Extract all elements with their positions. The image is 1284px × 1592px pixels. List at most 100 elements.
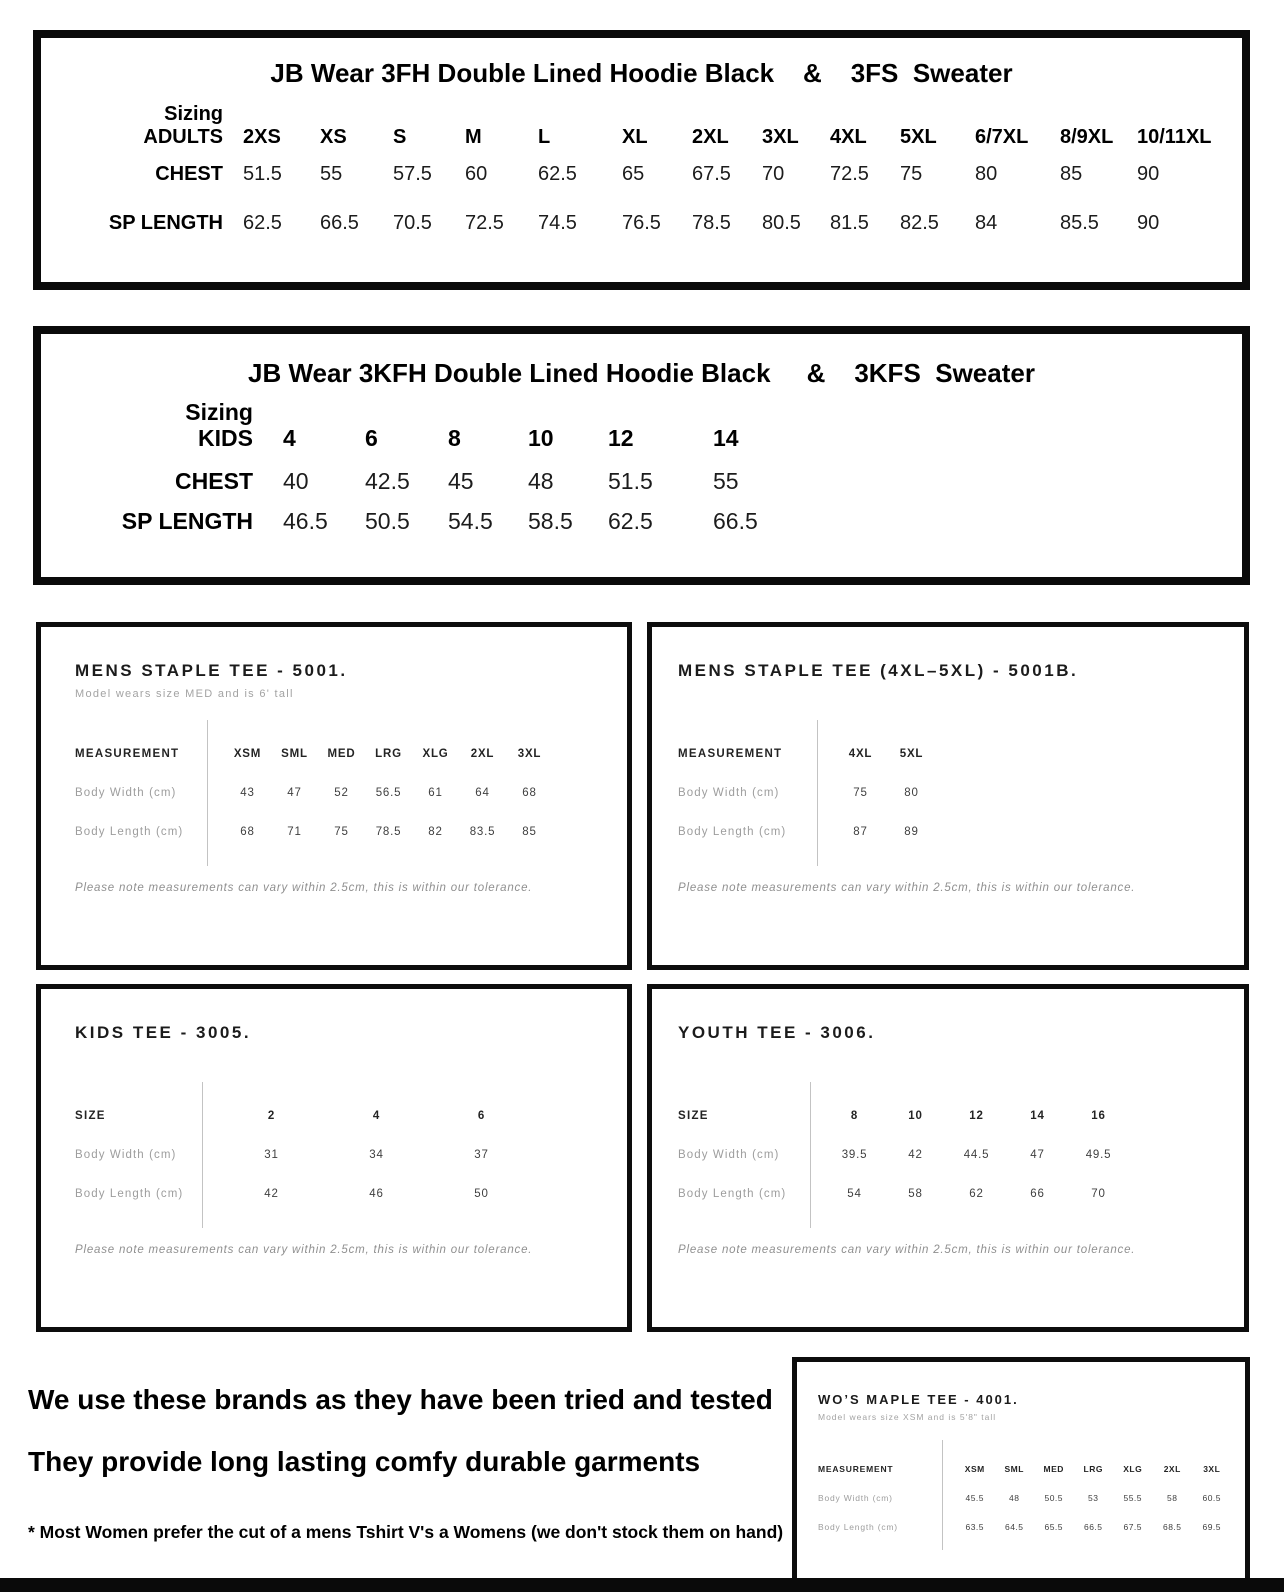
mens-staple-tee-5001b-card: MENS STAPLE TEE (4XL–5XL) - 5001B. MEASU… (647, 622, 1249, 970)
chest-value: 60 (465, 163, 488, 185)
body-width-value: 53 (1088, 1493, 1099, 1503)
adult-hoodie-size-chart: JB Wear 3FH Double Lined Hoodie Black & … (33, 30, 1250, 290)
table-header-row: MEASUREMENT XSM SML MED LRG XLG 2XL 3XL (75, 748, 627, 760)
body-width-values: 43 47 52 56.5 61 64 68 (207, 787, 553, 799)
chest-value: 65 (622, 163, 645, 185)
size-column-header: L (538, 126, 551, 148)
sizing-label: Sizing (164, 103, 223, 125)
chest-value: 55 (713, 468, 739, 494)
size-column-header: 8/9XL (1060, 126, 1114, 148)
body-width-row: Body Width (cm) 31 34 37 (75, 1149, 627, 1161)
chest-value: 75 (900, 163, 923, 185)
size-header: XSM (233, 748, 262, 760)
sp-length-value: 62.5 (243, 212, 282, 234)
size-header: SML (281, 748, 308, 760)
size-header: 8 (850, 1110, 859, 1122)
body-width-values: 39.5 42 44.5 47 49.5 (810, 1149, 1129, 1161)
body-length-row: Body Length (cm) 68 71 75 78.5 82 83.5 85 (75, 826, 627, 838)
size-header: 3XL (1203, 1464, 1221, 1474)
body-width-value: 34 (369, 1149, 384, 1161)
wos-maple-tee-4001-card: WO’S MAPLE TEE - 4001. Model wears size … (792, 1357, 1250, 1592)
sp-length-value: 72.5 (465, 212, 504, 234)
chest-value: 67.5 (692, 163, 731, 185)
body-width-value: 45.5 (965, 1493, 985, 1503)
body-width-label: Body Width (cm) (818, 1493, 893, 1503)
sp-length-row-label: SP LENGTH (108, 212, 223, 234)
sp-length-value: 62.5 (608, 508, 653, 534)
chest-value: 48 (528, 468, 554, 494)
body-width-value: 68 (522, 787, 537, 799)
size-column-header: 3XL (762, 126, 799, 148)
adult-size-columns: 2XS XS S M L XL 2XL 3XL 4XL 5XL 6/7XL 8/9XL 10/11XL (243, 126, 1247, 149)
adult-sp-length-row: SP LENGTH 62.5 66.5 70.5 72.5 74.5 76.5 78.5 80… (41, 212, 1242, 235)
sp-length-value: 81.5 (830, 212, 869, 234)
chest-value: 72.5 (830, 163, 869, 185)
body-width-value: 56.5 (375, 787, 402, 799)
size-header-label: SIZE (75, 1110, 106, 1122)
size-header: 2 (267, 1110, 276, 1122)
body-length-label: Body Length (cm) (75, 826, 184, 838)
sp-length-value: 84 (975, 212, 998, 234)
body-width-values: 31 34 37 (202, 1149, 534, 1161)
body-length-value: 62 (969, 1188, 984, 1200)
size-column-header: XS (320, 126, 347, 148)
chest-value: 45 (448, 468, 474, 494)
bottom-divider-bar (0, 1578, 1284, 1592)
table-header-row: MEASUREMENT 4XL 5XL (678, 748, 1244, 760)
body-width-label: Body Width (cm) (678, 787, 780, 799)
sp-length-value: 70.5 (393, 212, 432, 234)
measurement-header-label: MEASUREMENT (75, 748, 180, 760)
adult-hoodie-header-row: Sizing ADULTS 2XS XS S M L XL 2XL 3XL 4XL 5XL 6/7X… (41, 103, 1242, 149)
size-column-header: 2XS (243, 126, 281, 148)
size-column-header: XL (622, 126, 648, 148)
size-column-header: 6/7XL (975, 126, 1029, 148)
measurement-table: MEASUREMENT 4XL 5XL Body Width (cm) 75 80 … (678, 720, 1244, 866)
body-length-value: 85 (522, 826, 537, 838)
card-subtitle (678, 688, 1244, 701)
sp-length-value: 90 (1137, 212, 1160, 234)
tolerance-note: Please note measurements can vary within… (75, 1244, 533, 1256)
chest-value: 70 (762, 163, 785, 185)
body-length-value: 87 (853, 826, 868, 838)
body-width-value: 64 (475, 787, 490, 799)
size-header: XSM (964, 1464, 985, 1474)
group-label: ADULTS (143, 126, 223, 148)
chest-value: 55 (320, 163, 343, 185)
sp-length-value: 76.5 (622, 212, 661, 234)
body-length-label: Body Length (cm) (818, 1522, 898, 1532)
size-header: 2XL (1163, 1464, 1181, 1474)
size-column-header: S (393, 126, 407, 148)
body-length-values: 42 46 50 (202, 1188, 534, 1200)
chest-value: 62.5 (538, 163, 577, 185)
body-width-value: 47 (287, 787, 302, 799)
table-divider (207, 720, 208, 866)
body-length-value: 64.5 (1004, 1522, 1024, 1532)
body-length-value: 63.5 (965, 1522, 985, 1532)
body-width-value: 44.5 (963, 1149, 990, 1161)
size-header: 10 (908, 1110, 923, 1122)
body-length-values: 87 89 (817, 826, 937, 838)
size-column-header: 6 (365, 425, 378, 451)
card-title: YOUTH TEE - 3006. (678, 1023, 876, 1042)
size-column-header: 5XL (900, 126, 937, 148)
chest-row-label: CHEST (175, 468, 253, 494)
table-header-row: SIZE 2 4 6 (75, 1110, 627, 1122)
kids-hoodie-title: JB Wear 3KFH Double Lined Hoodie Black &… (248, 358, 1035, 388)
sizing-label: Sizing (185, 399, 253, 425)
size-column-header: 8 (448, 425, 461, 451)
kids-hoodie-header-row: Sizing KIDS 4 6 8 10 12 14 (41, 399, 1242, 451)
tolerance-note: Please note measurements can vary within… (75, 882, 533, 894)
table-divider (202, 1082, 203, 1228)
card-title: KIDS TEE - 3005. (75, 1023, 252, 1042)
chest-value: 42.5 (365, 468, 410, 494)
body-length-row: Body Length (cm) 87 89 (678, 826, 1244, 838)
body-length-value: 82 (428, 826, 443, 838)
body-width-value: 31 (264, 1149, 279, 1161)
measurement-header-label: MEASUREMENT (818, 1464, 894, 1474)
body-length-value: 65.5 (1044, 1522, 1064, 1532)
sp-length-value: 85.5 (1060, 212, 1099, 234)
body-width-value: 49.5 (1085, 1149, 1112, 1161)
sp-length-value: 46.5 (283, 508, 328, 534)
